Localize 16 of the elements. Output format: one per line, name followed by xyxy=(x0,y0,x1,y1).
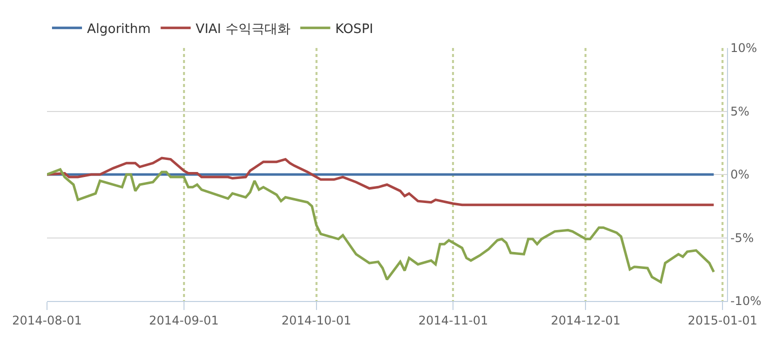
x-tick-label: 2014-11-01 xyxy=(418,313,488,328)
legend-label: VIAI 수익극대화 xyxy=(196,22,290,37)
legend-label: KOSPI xyxy=(335,22,374,37)
line-series xyxy=(47,168,715,284)
x-tick-label: 2014-09-01 xyxy=(149,313,219,328)
x-tick-label: 2014-08-01 xyxy=(12,313,82,328)
y-tick-label: 0% xyxy=(730,168,750,182)
y-tick-label: 5% xyxy=(730,104,750,118)
x-tick-label: 2015-01-01 xyxy=(688,313,758,328)
x-tick-label: 2014-12-01 xyxy=(550,313,621,328)
x-tick-label: 2014-10-01 xyxy=(281,313,352,328)
line-series xyxy=(47,156,715,206)
y-tick-label: 10% xyxy=(730,41,758,56)
legend-label: Algorithm xyxy=(87,22,151,37)
y-tick-label: -5% xyxy=(730,230,754,245)
y-tick-label: -10% xyxy=(730,294,762,308)
